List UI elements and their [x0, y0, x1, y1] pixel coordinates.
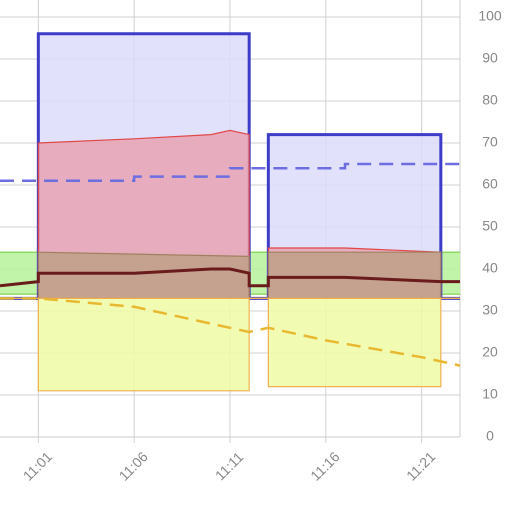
line: [0, 297, 460, 367]
x-tick-label: 11:01: [20, 448, 56, 484]
y-tick-label: 10: [482, 386, 498, 402]
x-tick-label: 11:16: [307, 448, 343, 484]
y-tick-label: 70: [482, 134, 498, 150]
line: [0, 162, 460, 183]
y-tick-label: 20: [482, 344, 498, 360]
area-band: [0, 298, 460, 391]
y-tick-label: 0: [486, 428, 494, 444]
line: [0, 267, 460, 288]
y-tick-label: 40: [482, 260, 498, 276]
y-tick-label: 90: [482, 50, 498, 66]
y-tick-label: 30: [482, 302, 498, 318]
y-tick-label: 100: [478, 8, 502, 24]
area-band: [0, 252, 460, 299]
x-tick-label: 11:11: [212, 449, 247, 484]
y-tick-label: 60: [482, 176, 498, 192]
x-tick-label: 11:06: [116, 448, 152, 484]
y-tick-label: 50: [482, 218, 498, 234]
y-tick-label: 80: [482, 92, 498, 108]
band-top-line: [0, 129, 460, 299]
x-tick-label: 11:21: [403, 448, 439, 484]
band-bottom-line: [0, 297, 460, 392]
